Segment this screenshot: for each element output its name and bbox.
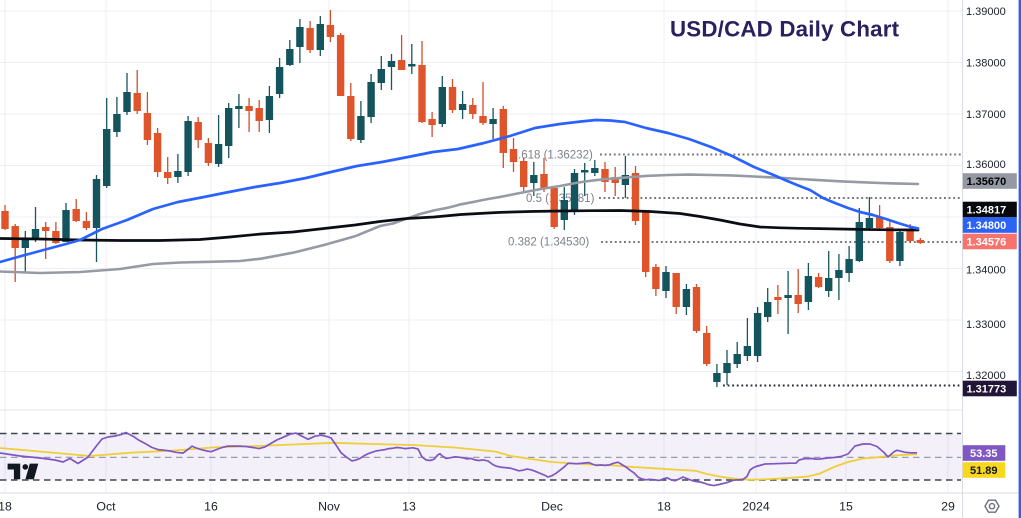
svg-text:1.31773: 1.31773 [967, 384, 1007, 396]
svg-text:0.382 (1.34530): 0.382 (1.34530) [508, 237, 589, 249]
svg-text:53.35: 53.35 [970, 448, 998, 460]
svg-text:1.34576: 1.34576 [967, 237, 1007, 249]
svg-text:51.89: 51.89 [970, 465, 998, 477]
svg-text:1.34000: 1.34000 [966, 265, 1006, 277]
svg-text:.618 (1.36232): .618 (1.36232) [518, 150, 593, 162]
svg-text:1.32000: 1.32000 [966, 370, 1006, 382]
svg-text:Dec: Dec [541, 500, 563, 514]
svg-text:Oct: Oct [96, 500, 116, 514]
svg-text:1.34817: 1.34817 [967, 205, 1007, 217]
svg-text:18: 18 [657, 500, 671, 514]
svg-text:USD/CAD Daily Chart: USD/CAD Daily Chart [670, 17, 900, 42]
svg-text:1.36000: 1.36000 [966, 159, 1006, 171]
svg-text:29: 29 [941, 500, 955, 514]
svg-text:18: 18 [0, 500, 12, 514]
svg-text:16: 16 [204, 500, 218, 514]
svg-text:1.38000: 1.38000 [966, 58, 1006, 70]
svg-text:1.39000: 1.39000 [966, 6, 1006, 18]
svg-text:1.35670: 1.35670 [967, 176, 1007, 188]
svg-text:2024: 2024 [742, 500, 770, 514]
svg-text:1.33000: 1.33000 [966, 319, 1006, 331]
svg-text:1.37000: 1.37000 [966, 109, 1006, 121]
svg-text:Nov: Nov [318, 500, 341, 514]
svg-text:1.34800: 1.34800 [967, 220, 1007, 232]
svg-text:13: 13 [402, 500, 416, 514]
svg-text:15: 15 [839, 500, 853, 514]
